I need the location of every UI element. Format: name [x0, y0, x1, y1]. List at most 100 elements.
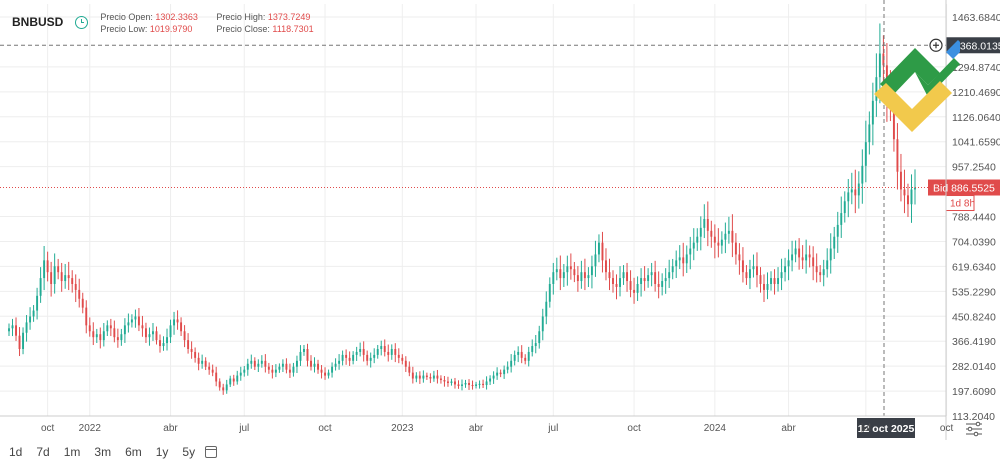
- candle: [376, 344, 379, 359]
- crosshair-date-box: [857, 418, 915, 438]
- candle: [682, 242, 685, 277]
- candle: [773, 269, 776, 295]
- candle-body: [278, 366, 281, 370]
- candle: [281, 359, 284, 373]
- candle-body: [734, 242, 737, 255]
- candle-body: [439, 378, 442, 381]
- candle-body: [394, 348, 397, 355]
- candle: [489, 375, 492, 386]
- candle: [713, 224, 716, 259]
- candle-body: [22, 332, 25, 349]
- candle: [738, 243, 741, 275]
- candle-body: [285, 363, 288, 370]
- candle-body: [499, 372, 502, 375]
- candle: [432, 370, 435, 382]
- candle: [794, 240, 797, 263]
- chart-overlays: 1368.0135 12 oct 2025 Bid 886.5525 1d 8h: [0, 0, 1000, 438]
- candle: [130, 314, 133, 328]
- candle-body: [724, 233, 727, 240]
- calendar-icon[interactable]: [205, 445, 218, 458]
- candle: [22, 327, 25, 355]
- candle-body: [668, 272, 671, 279]
- candle: [527, 346, 530, 367]
- range-1y-button[interactable]: 1y: [155, 444, 169, 459]
- time-axis[interactable]: oct 2022 abr jul oct 2023 abr jul oct 2024 abr jul o…: [0, 415, 1000, 437]
- candle: [871, 82, 874, 146]
- candle-body: [366, 354, 369, 361]
- candle: [703, 204, 706, 239]
- range-3m-button[interactable]: 3m: [94, 444, 112, 459]
- candle: [734, 233, 737, 265]
- candle-body: [664, 278, 667, 282]
- candle-body: [183, 331, 186, 341]
- candle: [499, 369, 502, 378]
- candle-body: [896, 139, 899, 172]
- candle: [306, 343, 309, 367]
- candle-body: [520, 351, 523, 358]
- range-7d-button[interactable]: 7d: [36, 444, 50, 459]
- candle: [770, 271, 772, 291]
- candle-body: [559, 269, 562, 279]
- range-1d-button[interactable]: 1d: [9, 444, 23, 459]
- candle: [369, 352, 372, 368]
- candle-body: [148, 334, 151, 338]
- candle: [43, 245, 46, 291]
- candle-body: [489, 378, 492, 382]
- range-1m-button[interactable]: 1m: [63, 444, 81, 459]
- candle: [148, 327, 151, 346]
- candle-body: [626, 272, 629, 282]
- candle: [510, 354, 513, 373]
- candle: [180, 317, 183, 336]
- candle-body: [685, 254, 688, 264]
- candle: [260, 355, 263, 368]
- candle-body: [580, 272, 583, 282]
- candle: [74, 274, 77, 303]
- candle: [359, 342, 362, 357]
- candle-body: [236, 375, 239, 382]
- candle: [914, 169, 916, 205]
- chart-grid: [0, 4, 948, 417]
- candle-body: [397, 354, 400, 358]
- candle: [446, 376, 449, 387]
- candle-body: [861, 165, 864, 184]
- candle: [436, 369, 439, 384]
- candle: [629, 270, 632, 298]
- candle: [685, 245, 688, 273]
- candle-body: [513, 354, 516, 361]
- candle-body: [173, 319, 176, 326]
- candle: [506, 361, 509, 374]
- candle: [605, 248, 607, 281]
- candle: [766, 272, 769, 300]
- candle-body: [552, 272, 555, 284]
- candle: [664, 268, 667, 294]
- candle-body: [647, 275, 650, 282]
- candle: [208, 362, 211, 375]
- candle: [232, 374, 235, 386]
- candle-body: [229, 378, 232, 385]
- candle: [612, 270, 614, 293]
- candle: [615, 274, 618, 300]
- y-tick-label: 282.0140: [952, 361, 996, 373]
- candle-body: [748, 269, 751, 279]
- candle-body: [317, 363, 319, 370]
- candle-body: [404, 360, 407, 367]
- candle-body: [840, 213, 843, 225]
- x-tick-label: jul: [238, 423, 249, 434]
- candle: [545, 291, 548, 325]
- range-5y-button[interactable]: 5y: [182, 444, 196, 459]
- candle-body: [850, 189, 853, 193]
- candle-body: [503, 369, 506, 375]
- candle: [868, 111, 871, 155]
- candle-body: [352, 354, 355, 361]
- candle: [496, 367, 499, 380]
- candle: [404, 356, 407, 373]
- candle-body: [692, 242, 695, 249]
- price-axis[interactable]: 113.2040 197.6090 282.0140 366.4190 450.8240…: [945, 0, 1000, 440]
- range-6m-button[interactable]: 6m: [125, 444, 142, 459]
- candle: [601, 231, 604, 273]
- clock-icon[interactable]: [75, 16, 89, 29]
- candle: [847, 179, 850, 218]
- settings-sliders-icon[interactable]: [966, 421, 982, 437]
